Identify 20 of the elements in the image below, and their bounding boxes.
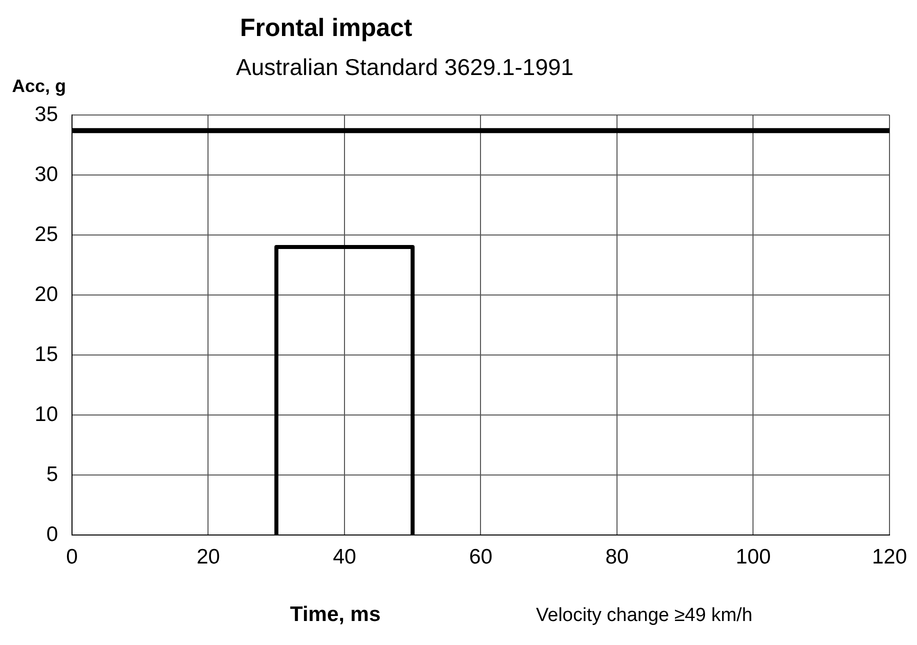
y-tick-label: 20 xyxy=(34,282,58,306)
y-tick-label: 10 xyxy=(34,402,58,426)
x-tick-label: 60 xyxy=(469,545,492,568)
x-tick-label: 100 xyxy=(736,545,771,568)
y-tick-label: 0 xyxy=(46,522,58,546)
x-tick-label: 40 xyxy=(332,545,356,568)
text: Velocity change ≥49 km/h xyxy=(536,605,752,627)
y-tick-label: 5 xyxy=(46,462,58,486)
y-tick-label: 15 xyxy=(34,342,58,366)
x-tick-label: 20 xyxy=(196,545,220,568)
y-tick-label: 35 xyxy=(34,102,58,126)
chart-subtitle: Australian Standard 3629.1-1991 xyxy=(236,54,574,81)
chart-title: Frontal impact xyxy=(240,14,412,43)
x-axis-title: Time, ms xyxy=(290,603,381,627)
y-tick-label: 25 xyxy=(34,222,58,246)
x-tick-label: 0 xyxy=(66,545,78,568)
x-tick-label: 120 xyxy=(872,545,908,568)
y-axis-title: Acc, g xyxy=(12,76,66,97)
y-tick-label: 30 xyxy=(34,162,58,186)
x-tick-label: 80 xyxy=(605,545,629,568)
